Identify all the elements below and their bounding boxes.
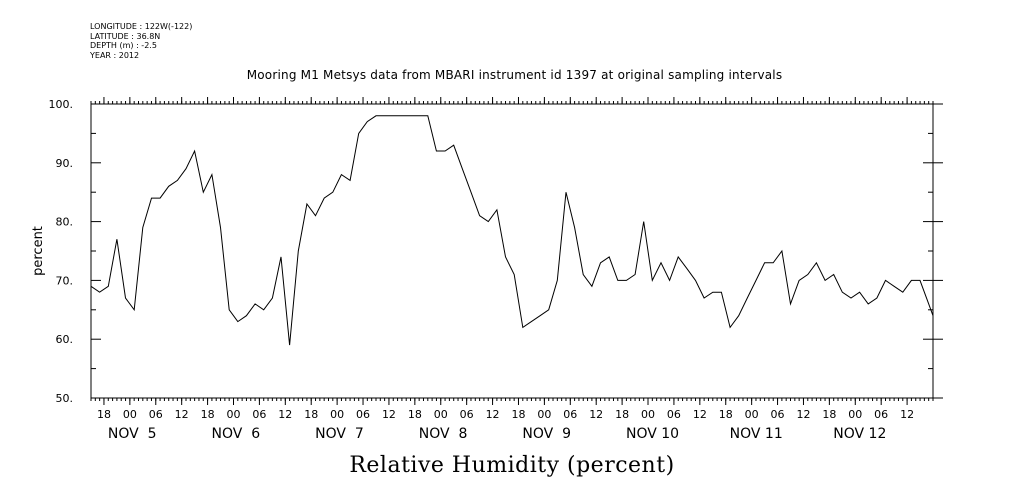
x-hour-label: 00 bbox=[330, 408, 344, 421]
x-day-label: NOV 7 bbox=[315, 426, 364, 442]
x-hour-label: 06 bbox=[252, 408, 266, 421]
x-hour-label: 12 bbox=[278, 408, 292, 421]
x-hour-label: 12 bbox=[796, 408, 810, 421]
x-hour-label: 00 bbox=[123, 408, 137, 421]
x-hour-label: 06 bbox=[356, 408, 370, 421]
x-hour-label: 06 bbox=[667, 408, 681, 421]
longitude-text: LONGITUDE : 122W(-122) bbox=[90, 22, 193, 31]
x-hour-label: 18 bbox=[511, 408, 525, 421]
humidity-series-line bbox=[90, 115, 934, 346]
x-day-label: NOV 9 bbox=[522, 426, 571, 442]
metadata-block: LONGITUDE : 122W(-122) LATITUDE : 36.8N … bbox=[90, 22, 192, 60]
x-hour-label: 12 bbox=[175, 408, 189, 421]
x-hour-label: 00 bbox=[434, 408, 448, 421]
x-hour-label: 06 bbox=[460, 408, 474, 421]
x-day-label: NOV 5 bbox=[108, 426, 157, 442]
x-day-label: NOV 8 bbox=[419, 426, 468, 442]
x-axis-title: Relative Humidity (percent) bbox=[349, 453, 675, 478]
x-hour-label: 00 bbox=[226, 408, 240, 421]
x-hour-label: 06 bbox=[149, 408, 163, 421]
x-hour-label: 12 bbox=[486, 408, 500, 421]
y-tick-label: 100. bbox=[49, 98, 74, 111]
y-tick-label: 50. bbox=[56, 392, 74, 405]
latitude-text: LATITUDE : 36.8N bbox=[90, 31, 161, 41]
x-hour-label: 06 bbox=[771, 408, 785, 421]
y-tick-label: 60. bbox=[56, 333, 74, 346]
x-hour-label: 00 bbox=[848, 408, 862, 421]
y-tick-label: 70. bbox=[56, 274, 74, 287]
depth-text: DEPTH (m) : -2.5 bbox=[90, 41, 157, 50]
x-hour-label: 12 bbox=[589, 408, 603, 421]
x-hour-label: 18 bbox=[822, 408, 836, 421]
x-hour-label: 06 bbox=[563, 408, 577, 421]
x-hour-label: 18 bbox=[304, 408, 318, 421]
x-hour-label: 00 bbox=[537, 408, 551, 421]
year-text: YEAR : 2012 bbox=[90, 50, 140, 60]
y-tick-label: 90. bbox=[56, 157, 74, 170]
plot-frame bbox=[90, 103, 934, 399]
x-hour-label: 18 bbox=[201, 408, 215, 421]
x-hour-label: 18 bbox=[719, 408, 733, 421]
x-hour-label: 18 bbox=[408, 408, 422, 421]
x-day-label: NOV 6 bbox=[211, 426, 260, 442]
x-hour-label: 00 bbox=[641, 408, 655, 421]
x-hour-label: 12 bbox=[693, 408, 707, 421]
x-hour-label: 18 bbox=[97, 408, 111, 421]
x-hour-label: 06 bbox=[874, 408, 888, 421]
y-tick-label: 80. bbox=[56, 216, 74, 229]
y-axis-label: percent bbox=[31, 226, 46, 276]
x-day-label: NOV 11 bbox=[730, 426, 783, 442]
x-day-label: NOV 12 bbox=[833, 426, 886, 442]
x-hour-label: 12 bbox=[900, 408, 914, 421]
x-hour-label: 18 bbox=[615, 408, 629, 421]
x-hour-label: 12 bbox=[382, 408, 396, 421]
x-hour-label: 00 bbox=[745, 408, 759, 421]
chart-title: Mooring M1 Metsys data from MBARI instru… bbox=[246, 68, 783, 82]
x-day-label: NOV 10 bbox=[626, 426, 679, 442]
